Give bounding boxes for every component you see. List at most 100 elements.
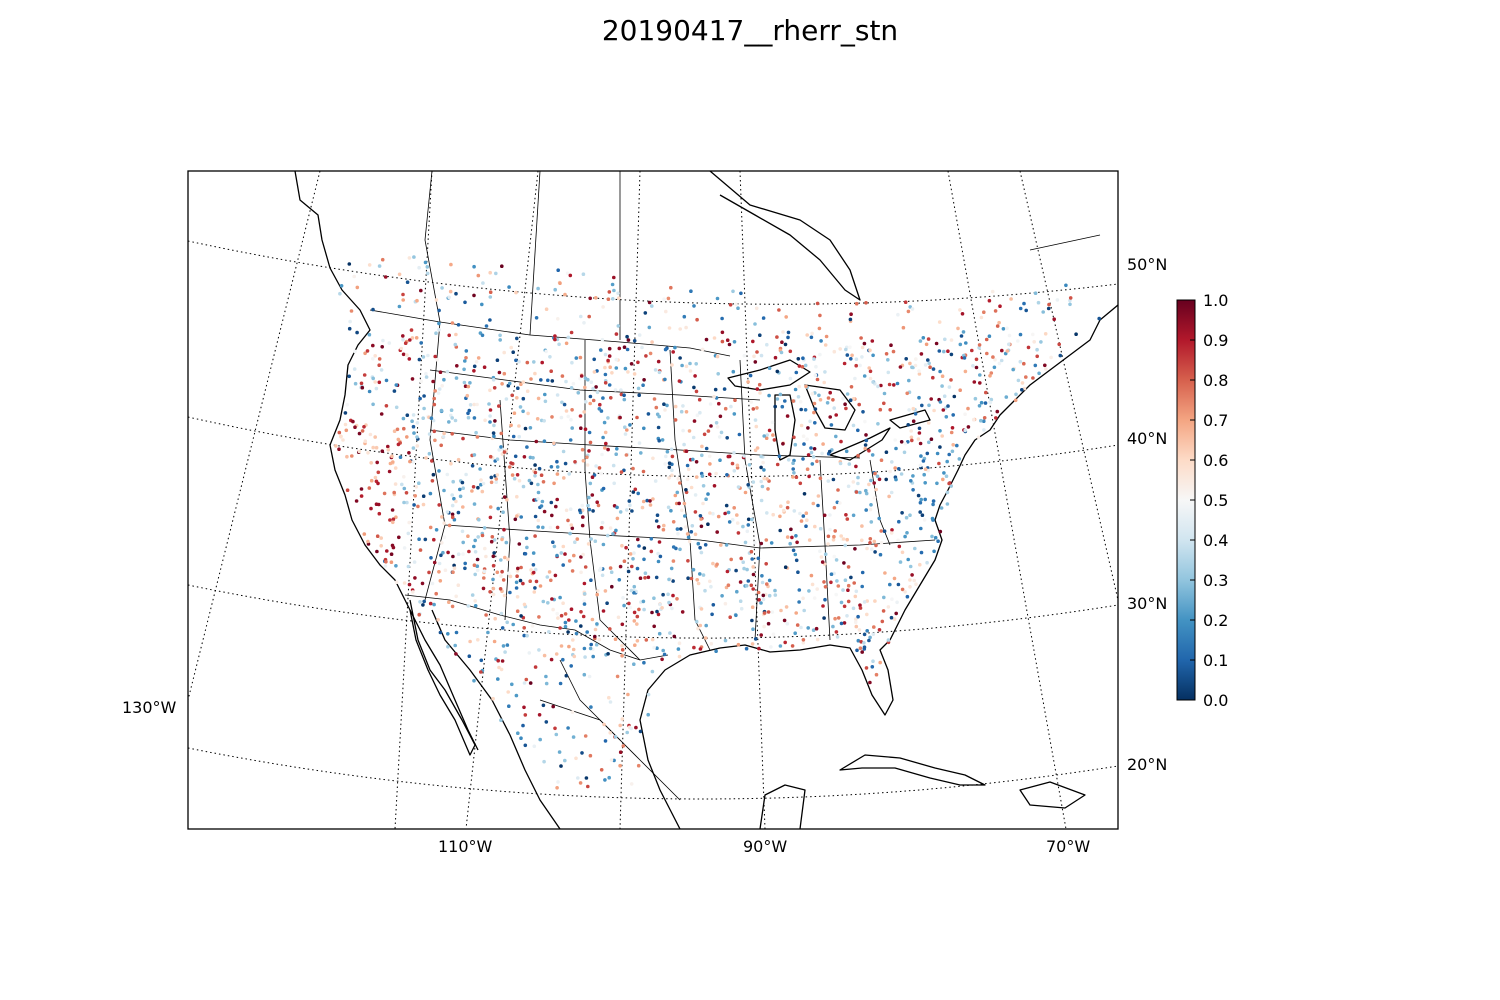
station-point [401,292,405,297]
station-point [618,750,623,754]
station-point [802,608,806,613]
station-point [521,723,525,728]
station-point [791,548,796,553]
station-point [851,480,856,484]
station-point [932,408,936,413]
station-point [507,381,512,386]
station-point [752,354,756,359]
station-point [582,410,586,414]
station-point [989,397,994,402]
station-point [886,370,891,375]
station-point [788,541,792,546]
station-point [568,438,573,442]
station-point [814,626,819,631]
station-point [563,612,568,616]
station-point [593,539,598,543]
station-point [841,396,845,401]
station-point [475,557,480,562]
station-point [876,422,880,426]
station-point [348,319,352,324]
station-point [618,510,623,514]
station-point [456,323,461,327]
station-point [377,264,382,268]
station-point [421,502,426,507]
station-point [853,547,857,551]
station-point [639,451,643,455]
station-point [849,385,854,389]
station-point [376,481,380,486]
station-point [402,581,407,585]
station-point [488,414,492,418]
colorbar-tick-label: 0.3 [1203,571,1228,590]
station-point [447,295,451,300]
station-point [393,466,398,470]
station-point [983,401,988,405]
station-point [993,309,998,313]
station-point [900,587,905,592]
station-point [896,538,900,543]
station-point [614,332,619,336]
station-point [923,497,927,502]
station-point [601,609,606,613]
station-point [886,358,890,362]
station-point [388,461,393,466]
station-point [874,672,879,677]
station-point [501,510,505,514]
station-point [901,325,906,330]
station-point [561,544,566,549]
station-point [563,620,568,625]
station-point [522,705,526,710]
station-point [732,412,737,416]
station-point [569,386,574,390]
station-point [541,480,546,484]
station-point [650,340,654,344]
figure-title: 20190417__rherr_stn [601,14,899,47]
station-point [586,377,590,382]
station-point [557,342,561,347]
station-point [845,392,850,396]
station-point [411,460,416,464]
station-point [855,648,859,653]
station-point [586,542,591,546]
lake-ontario [889,409,931,429]
station-point [347,374,352,379]
station-point [556,268,560,273]
station-point [592,370,597,374]
station-point [978,373,982,377]
station-point [904,357,908,361]
station-point [767,393,771,398]
station-point [938,400,943,404]
station-point [856,428,860,433]
station-point [570,710,575,714]
station-point [480,533,485,538]
station-point [1037,371,1041,376]
station-point [746,579,751,583]
station-point [652,397,657,401]
station-point [338,291,342,296]
station-point [476,485,480,490]
station-point [765,477,769,481]
station-point [460,480,465,485]
station-point [582,592,587,596]
station-point [350,454,354,458]
station-point [571,735,576,739]
station-point [1033,291,1038,296]
colorbar: 1.00.90.80.70.60.50.40.30.20.10.0 [1176,291,1228,710]
station-point [822,380,826,385]
station-point [868,541,872,545]
station-point [493,616,498,621]
station-point [788,376,793,381]
station-point [586,503,590,508]
station-point [853,620,858,624]
station-point [554,732,559,737]
station-point [499,611,504,616]
station-point [940,434,944,438]
station-point [692,419,697,423]
station-point [693,374,697,378]
station-point [678,547,682,552]
station-point [475,435,480,439]
station-point [610,584,614,589]
station-point [527,651,532,655]
station-point [1018,359,1023,364]
station-point [533,474,537,478]
